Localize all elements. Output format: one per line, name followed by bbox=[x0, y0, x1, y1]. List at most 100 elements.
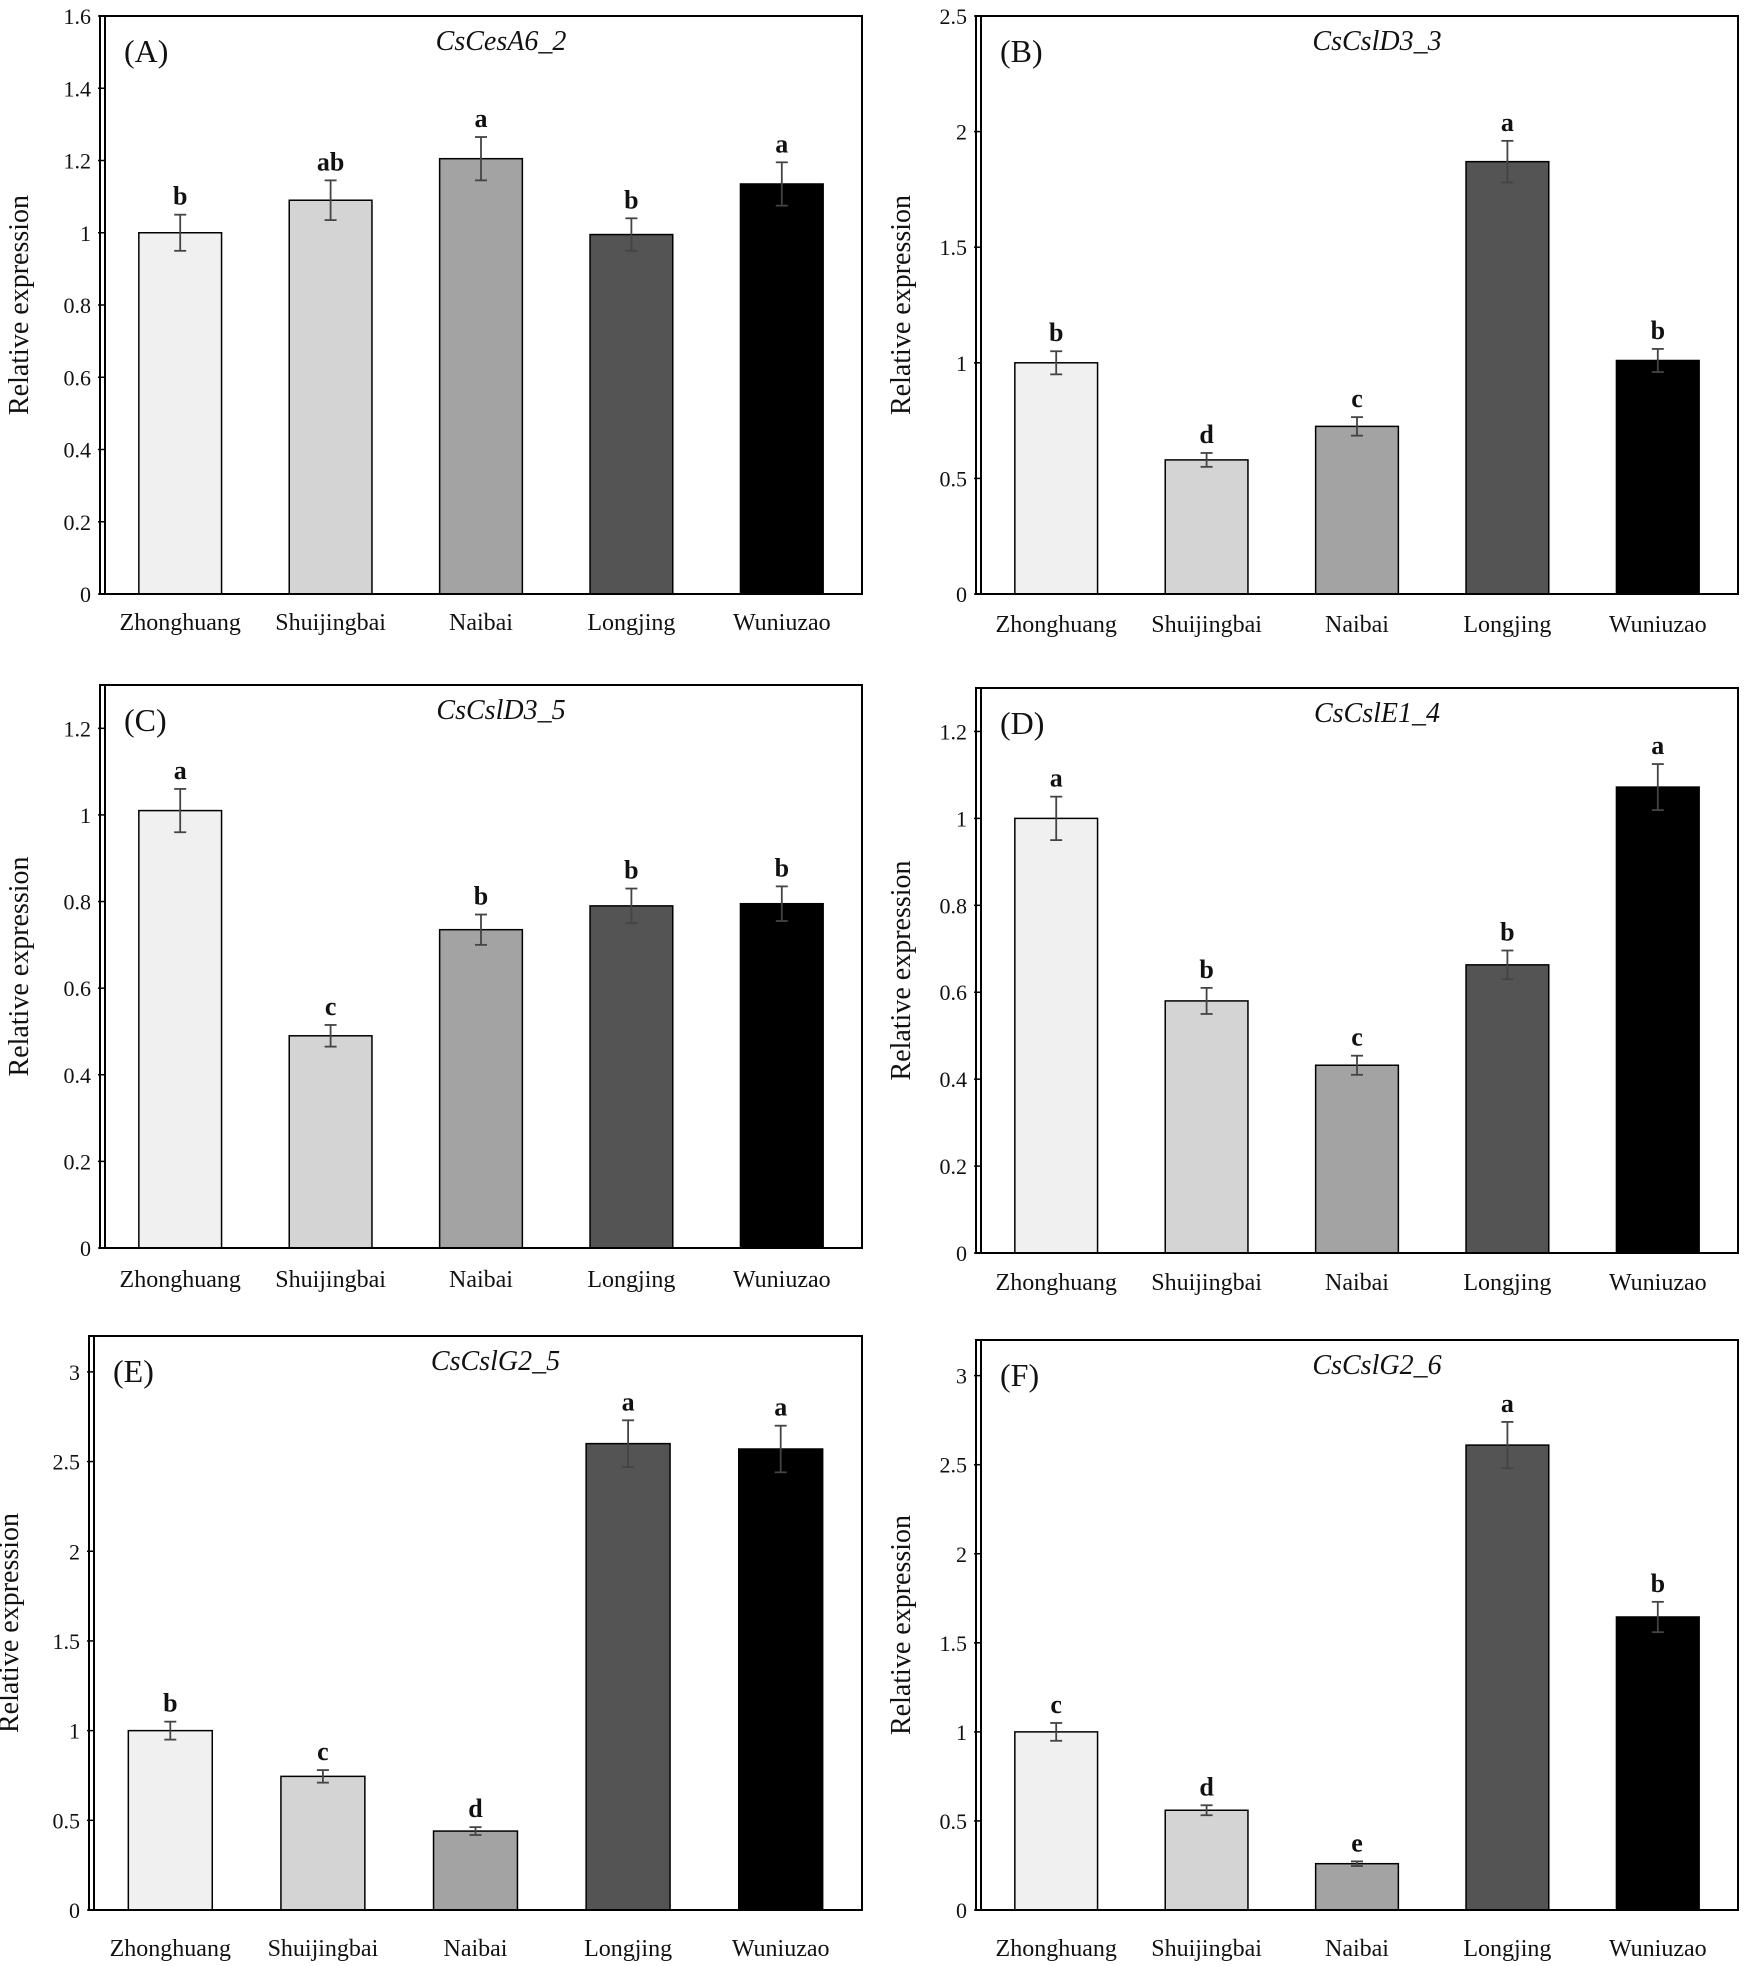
panel-e-category-label: Naibai bbox=[444, 1936, 508, 1962]
panel-d-ytick-label: 0.2 bbox=[940, 1154, 968, 1179]
panel-c-category-label: Shuijingbai bbox=[275, 1267, 386, 1293]
panel-e-category-label: Longjing bbox=[584, 1936, 672, 1962]
panel-d-ytick-label: 0.4 bbox=[940, 1067, 968, 1092]
panel-c-ytick-label: 0.2 bbox=[64, 1149, 92, 1174]
panel-f-significance-label: d bbox=[1199, 1772, 1214, 1801]
panel-c-category-label: Longjing bbox=[587, 1267, 675, 1293]
panel-a-chart: 0 0.2 0.4 0.6 0.8 1 1.2 1.4 1.6 Relative expressi… bbox=[4, 4, 863, 636]
panel-e-title: CsCslG2_5 bbox=[431, 1346, 560, 1377]
panel-d-chart: 0 0.2 0.4 0.6 0.8 1 1.2 Relative expression (D) C… bbox=[886, 687, 1739, 1296]
panel-a-bar bbox=[739, 183, 824, 595]
panel-f-bar bbox=[1615, 1616, 1700, 1911]
panel-c-ytick-label: 1 bbox=[80, 803, 91, 828]
panel-a-significance-label: ab bbox=[317, 147, 344, 176]
panel-b-ytick-label: 2.5 bbox=[940, 4, 968, 29]
panel-c-letter: (C) bbox=[124, 702, 167, 738]
panel-d-bar bbox=[1014, 817, 1099, 1254]
panel-d-category-label: Zhonghuang bbox=[996, 1270, 1117, 1296]
panel-f-ylabel: Relative expression bbox=[886, 1515, 917, 1735]
panel-b-ytick-label: 0.5 bbox=[940, 466, 968, 491]
panel-f-ytick-label: 3 bbox=[956, 1364, 967, 1389]
panel-a-ytick-label: 0 bbox=[80, 582, 91, 607]
panel-a-category-label: Wuniuzao bbox=[733, 610, 831, 636]
panel-d-letter: (D) bbox=[1000, 705, 1044, 741]
panel-a-ytick-label: 0.2 bbox=[64, 510, 92, 535]
panel-a-ytick-label: 1 bbox=[80, 221, 91, 246]
panel-d-ylabel: Relative expression bbox=[886, 860, 917, 1080]
panel-a-significance-label: a bbox=[475, 104, 488, 133]
panel-c-significance-label: b bbox=[624, 856, 638, 885]
panel-e-ytick-label: 0 bbox=[69, 1898, 80, 1923]
panel-b-bar bbox=[1014, 362, 1099, 595]
panel-f-bar bbox=[1465, 1444, 1550, 1911]
panel-c-ytick-label: 0.8 bbox=[64, 890, 92, 915]
panel-f-chart: 0 0.5 1 1.5 2 2.5 3 Relative expression (F) CsCsl… bbox=[886, 1339, 1739, 1962]
panel-e-bar bbox=[585, 1442, 671, 1911]
panel-b-category-label: Shuijingbai bbox=[1151, 612, 1262, 638]
panel-c-significance-label: b bbox=[775, 853, 789, 882]
panel-d-category-label: Naibai bbox=[1325, 1270, 1389, 1296]
panel-e-ytick-label: 3 bbox=[69, 1360, 80, 1385]
panel-e-bar bbox=[737, 1448, 824, 1911]
panel-c-title: CsCslD3_5 bbox=[436, 695, 565, 726]
panel-f-ytick-label: 0.5 bbox=[940, 1809, 968, 1834]
panel-a-ylabel: Relative expression bbox=[4, 195, 35, 415]
panel-a-significance-label: b bbox=[173, 182, 187, 211]
panel-a-significance-label: b bbox=[624, 185, 638, 214]
panel-e-bar bbox=[280, 1775, 366, 1911]
panel-b-title: CsCslD3_3 bbox=[1312, 26, 1441, 57]
panel-b-ytick-label: 1 bbox=[956, 351, 967, 376]
panel-c-ytick-label: 0.4 bbox=[64, 1063, 92, 1088]
panel-f-letter: (F) bbox=[1000, 1357, 1039, 1393]
panel-b-chart: 0 0.5 1 1.5 2 2.5 Relative expression (B) CsCslD… bbox=[886, 4, 1739, 638]
panel-f-ytick-label: 0 bbox=[956, 1898, 967, 1923]
panel-d-category-label: Wuniuzao bbox=[1609, 1270, 1707, 1296]
panel-a-category-label: Zhonghuang bbox=[120, 610, 241, 636]
panel-f-bar bbox=[1314, 1862, 1400, 1911]
panel-f-significance-label: a bbox=[1501, 1389, 1514, 1418]
panel-b-ylabel: Relative expression bbox=[886, 195, 917, 415]
panel-b-significance-label: a bbox=[1501, 108, 1514, 137]
panel-c-category-label: Naibai bbox=[449, 1267, 513, 1293]
panel-c-significance-label: c bbox=[325, 992, 337, 1021]
panel-d-significance-label: a bbox=[1050, 764, 1063, 793]
panel-b-significance-label: b bbox=[1651, 316, 1665, 345]
panel-c-ytick-label: 0 bbox=[80, 1236, 91, 1261]
panel-e-ytick-label: 2 bbox=[69, 1539, 80, 1564]
panel-b-significance-label: d bbox=[1199, 420, 1214, 449]
panel-a-bar bbox=[438, 157, 524, 595]
panel-f-category-label: Zhonghuang bbox=[996, 1936, 1117, 1962]
panel-c-significance-label: a bbox=[174, 756, 187, 785]
panel-c-bar bbox=[739, 902, 824, 1249]
panel-d-bar bbox=[1164, 1000, 1249, 1254]
panel-e-bar bbox=[432, 1830, 519, 1911]
panel-b-category-label: Wuniuzao bbox=[1609, 612, 1707, 638]
panel-a-bar bbox=[589, 233, 674, 595]
panel-c-bar bbox=[438, 928, 524, 1249]
panel-b-category-label: Zhonghuang bbox=[996, 612, 1117, 638]
panel-d-bar bbox=[1615, 786, 1700, 1254]
panel-a-ytick-label: 1.4 bbox=[64, 76, 92, 101]
panel-a-category-label: Naibai bbox=[449, 610, 513, 636]
panel-d-ytick-label: 1.2 bbox=[940, 719, 968, 744]
panel-e-significance-label: a bbox=[774, 1393, 787, 1422]
panel-b-ytick-label: 0 bbox=[956, 582, 967, 607]
panel-d-ytick-label: 1 bbox=[956, 806, 967, 831]
panel-e-category-label: Shuijingbai bbox=[268, 1936, 379, 1962]
panel-f-ytick-label: 1 bbox=[956, 1720, 967, 1745]
panel-a-significance-label: a bbox=[775, 129, 788, 158]
panel-d-ytick-label: 0.8 bbox=[940, 893, 968, 918]
panel-e-significance-label: d bbox=[468, 1794, 483, 1823]
panel-a-letter: (A) bbox=[124, 33, 168, 69]
panel-d-significance-label: a bbox=[1651, 731, 1664, 760]
panel-a-ytick-label: 0.4 bbox=[64, 438, 92, 463]
panel-b-bar bbox=[1314, 425, 1400, 595]
panel-e-ytick-label: 1 bbox=[69, 1719, 80, 1744]
panel-c-ytick-label: 1.2 bbox=[64, 716, 92, 741]
panel-c-bar bbox=[589, 905, 674, 1249]
panel-e-ytick-label: 2.5 bbox=[53, 1450, 81, 1475]
panel-f-title: CsCslG2_6 bbox=[1312, 1350, 1441, 1381]
panel-a-ytick-label: 1.6 bbox=[64, 4, 92, 29]
panel-e-ytick-label: 1.5 bbox=[53, 1629, 81, 1654]
